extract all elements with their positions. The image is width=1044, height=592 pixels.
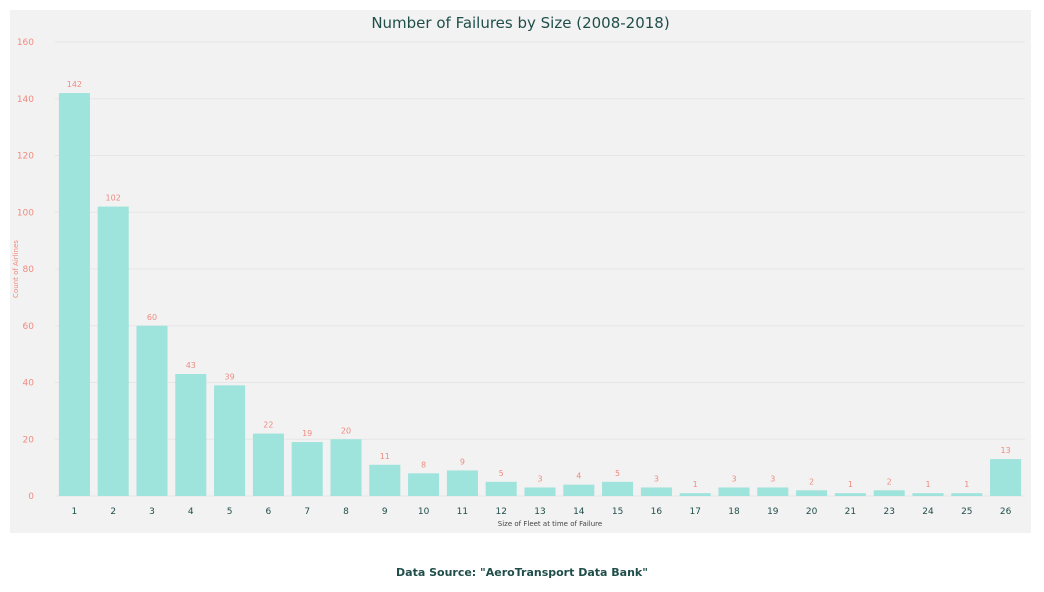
x-tick-label: 12	[495, 507, 506, 517]
bar	[796, 490, 828, 496]
x-tick-label: 3	[149, 507, 155, 517]
x-tick-label: 25	[961, 507, 972, 517]
x-tick-label: 7	[304, 507, 310, 517]
data-label: 60	[147, 313, 157, 322]
bar	[912, 493, 944, 496]
x-tick-label: 19	[767, 507, 779, 517]
bar	[524, 487, 556, 496]
bar	[446, 470, 478, 496]
x-tick-label: 8	[343, 507, 349, 517]
data-label: 3	[537, 474, 542, 483]
bar	[214, 385, 246, 496]
bar	[485, 481, 517, 496]
bar-chart: 0204060801001201401601421102260343439522…	[12, 38, 1025, 528]
bar	[951, 493, 983, 496]
x-tick-label: 20	[806, 507, 818, 517]
data-label: 8	[421, 460, 426, 469]
data-label: 2	[809, 477, 814, 486]
bar	[136, 325, 168, 496]
x-tick-label: 13	[534, 507, 545, 517]
data-label: 1	[693, 480, 698, 489]
data-label: 1	[848, 480, 853, 489]
x-tick-label: 14	[573, 507, 585, 517]
y-tick-label: 20	[23, 435, 35, 445]
data-label: 142	[67, 80, 82, 89]
y-tick-label: 160	[17, 38, 34, 48]
x-tick-label: 18	[728, 507, 740, 517]
bar	[291, 442, 323, 496]
data-label: 5	[499, 469, 504, 478]
bar	[408, 473, 440, 496]
y-tick-label: 80	[23, 265, 35, 275]
x-tick-label: 5	[227, 507, 233, 517]
x-tick-label: 10	[418, 507, 430, 517]
x-tick-label: 1	[72, 507, 78, 517]
bar	[330, 439, 362, 496]
x-tick-label: 2	[110, 507, 116, 517]
x-tick-label: 21	[845, 507, 856, 517]
x-tick-label: 15	[612, 507, 623, 517]
data-label: 9	[460, 457, 465, 466]
bar	[369, 464, 401, 496]
data-label: 39	[225, 372, 235, 381]
bar	[252, 433, 284, 496]
bar	[58, 93, 90, 496]
y-axis-title: Count of Airlines	[12, 240, 20, 298]
x-tick-label: 4	[188, 507, 194, 517]
bar	[990, 459, 1022, 496]
x-tick-label: 11	[457, 507, 468, 517]
y-tick-label: 0	[28, 492, 34, 502]
bar	[563, 484, 595, 496]
data-label: 19	[302, 429, 312, 438]
data-label: 5	[615, 469, 620, 478]
x-tick-label: 16	[651, 507, 663, 517]
data-label: 3	[654, 474, 659, 483]
x-tick-label: 26	[1000, 507, 1012, 517]
chart-title: Number of Failures by Size (2008-2018)	[371, 14, 670, 32]
data-label: 22	[263, 421, 273, 430]
x-axis-title: Size of Fleet at time of Failure	[498, 520, 602, 528]
bar	[757, 487, 789, 496]
bar	[97, 206, 129, 496]
y-tick-label: 60	[23, 322, 35, 332]
bar	[873, 490, 905, 496]
bar	[679, 493, 711, 496]
chart-panel: Number of Failures by Size (2008-2018) 0…	[10, 10, 1031, 533]
bar	[718, 487, 750, 496]
x-tick-label: 24	[922, 507, 934, 517]
data-label: 43	[186, 361, 196, 370]
x-tick-label: 9	[382, 507, 388, 517]
data-label: 20	[341, 426, 351, 435]
bar	[640, 487, 672, 496]
data-label: 3	[731, 474, 736, 483]
data-label: 4	[576, 472, 581, 481]
bar	[602, 481, 634, 496]
data-label: 2	[887, 477, 892, 486]
data-source-note: Data Source: "AeroTransport Data Bank"	[396, 566, 648, 579]
data-label: 1	[964, 480, 969, 489]
data-label: 102	[106, 194, 121, 203]
y-tick-label: 140	[17, 95, 34, 105]
x-tick-label: 17	[689, 507, 700, 517]
data-label: 11	[380, 452, 390, 461]
bar	[175, 373, 207, 496]
y-tick-label: 120	[17, 152, 34, 162]
data-label: 1	[925, 480, 930, 489]
bar	[834, 493, 866, 496]
y-tick-label: 100	[17, 208, 34, 218]
data-label: 13	[1001, 446, 1011, 455]
x-tick-label: 23	[883, 507, 894, 517]
y-tick-label: 40	[23, 379, 35, 389]
data-label: 3	[770, 474, 775, 483]
x-tick-label: 6	[266, 507, 272, 517]
